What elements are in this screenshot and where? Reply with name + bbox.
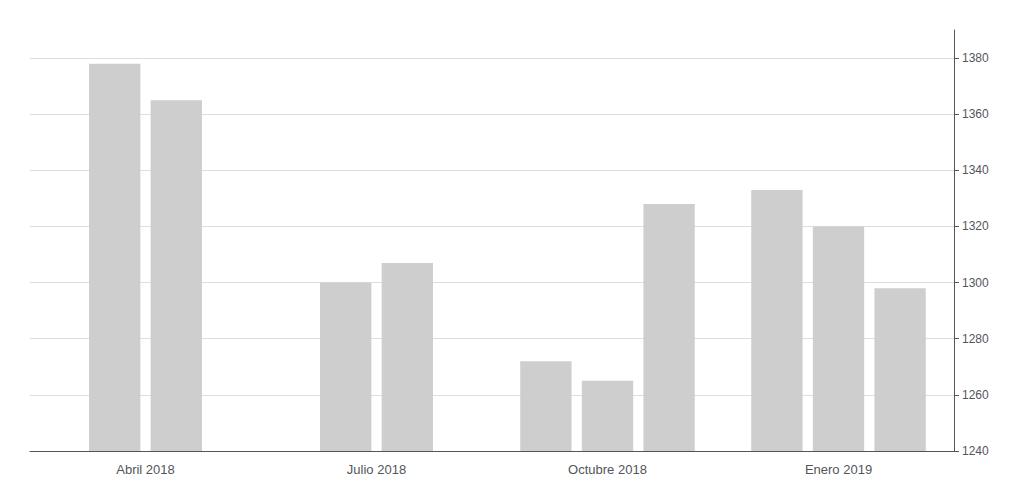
svg-text:1340: 1340 bbox=[962, 163, 989, 177]
svg-text:Abril 2018: Abril 2018 bbox=[116, 462, 175, 477]
svg-text:1280: 1280 bbox=[962, 332, 989, 346]
svg-text:Julio 2018: Julio 2018 bbox=[347, 462, 406, 477]
svg-text:Octubre 2018: Octubre 2018 bbox=[568, 462, 647, 477]
svg-text:1380: 1380 bbox=[962, 51, 989, 65]
svg-text:1360: 1360 bbox=[962, 107, 989, 121]
svg-text:1320: 1320 bbox=[962, 219, 989, 233]
svg-text:1240: 1240 bbox=[962, 444, 989, 458]
svg-text:Enero 2019: Enero 2019 bbox=[805, 462, 872, 477]
svg-text:1260: 1260 bbox=[962, 388, 989, 402]
svg-text:1300: 1300 bbox=[962, 276, 989, 290]
